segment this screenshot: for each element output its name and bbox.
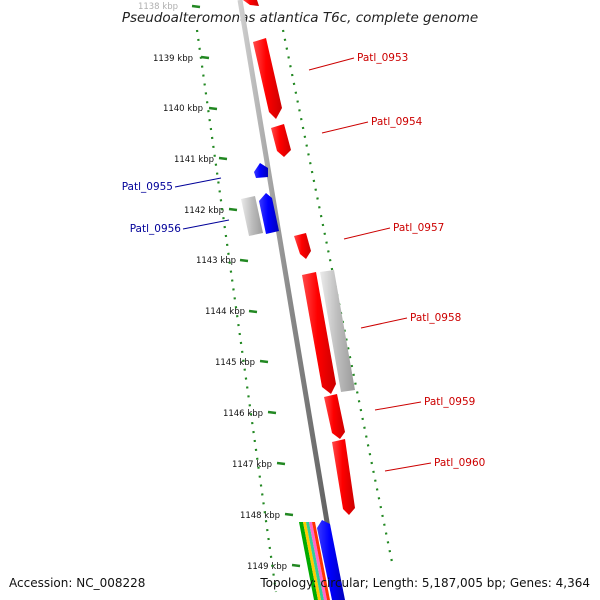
ruler-tick-mark (291, 563, 301, 568)
feature-arrow (324, 394, 345, 439)
gene-label: Patl_0956 (130, 223, 182, 235)
ruler-tick-label: 1145 kbp (215, 358, 255, 368)
gene-label-leader (321, 121, 369, 134)
gene-label-leader (343, 227, 391, 240)
feature-arrow (254, 163, 268, 178)
gene-label-leader (374, 401, 422, 411)
ruler: 1138 kbp 1139 kbp 1140 kbp 1141 kbp 1142 kbp… (138, 2, 301, 572)
features (241, 0, 355, 515)
gene-label-leader (182, 219, 230, 230)
gene-label: Patl_0959 (424, 396, 475, 408)
feature-arrow (302, 272, 336, 394)
feature-arrow (259, 193, 279, 234)
gene-label-leader (360, 317, 408, 329)
gene-label: Patl_0955 (122, 181, 173, 193)
ruler-tick-label: 1141 kbp (174, 155, 214, 165)
ruler-tick-label: 1142 kbp (184, 206, 224, 216)
ruler-tick-label: 1148 kbp (240, 511, 280, 521)
gene-label: Patl_0957 (393, 222, 444, 234)
gene-label-leader (174, 177, 222, 188)
ruler-tick-mark (191, 4, 201, 9)
ruler-tick-mark (218, 156, 228, 161)
feature-arrow (294, 233, 311, 259)
ruler-tick-label: 1143 kbp (196, 256, 236, 266)
ruler-tick-label: 1138 kbp (138, 2, 178, 12)
gene-label-leader (308, 57, 355, 71)
ruler-tick-mark (259, 359, 269, 364)
ruler-tick-mark (267, 410, 277, 415)
ruler-tick-mark (276, 461, 286, 466)
ruler-tick-label: 1146 kbp (223, 409, 263, 419)
feature-arrow (271, 124, 291, 157)
feature-arrow (253, 38, 282, 119)
ruler-tick-mark (228, 207, 238, 212)
ruler-tick-mark (239, 258, 249, 263)
genome-backbone (237, 0, 343, 600)
gene-label: Patl_0953 (357, 52, 408, 64)
accession-text: Accession: NC_008228 (9, 576, 146, 590)
feature-arrow (243, 0, 259, 6)
ruler-tick-mark (208, 106, 218, 111)
gene-label: Patl_0954 (371, 116, 423, 128)
feature-arrow (332, 439, 355, 515)
ruler-tick-label: 1139 kbp (153, 54, 193, 64)
gene-labels: Patl_0953 Patl_0954 Patl_0955 Patl_0956 Patl… (122, 52, 485, 472)
ruler-tick-label: 1140 kbp (163, 104, 203, 114)
gene-label: Patl_0960 (434, 457, 485, 469)
map-title: Pseudoalteromonas atlantica T6c, complet… (122, 10, 478, 26)
ruler-tick-label: 1144 kbp (205, 307, 245, 317)
feature-arrow (241, 196, 263, 236)
ruler-tick-mark (200, 55, 210, 60)
feature-arrow (320, 270, 355, 392)
ruler-tick-mark (284, 512, 294, 517)
feature-cluster-bottom (299, 520, 345, 600)
gene-label: Patl_0958 (410, 312, 461, 324)
gene-label-leader (384, 462, 432, 472)
ruler-tick-mark (248, 309, 258, 314)
ruler-tick-label: 1149 kbp (247, 562, 287, 572)
genome-summary-text: Topology: circular; Length: 5,187,005 bp… (260, 576, 590, 590)
ruler-tick-label: 1147 kbp (232, 460, 272, 470)
